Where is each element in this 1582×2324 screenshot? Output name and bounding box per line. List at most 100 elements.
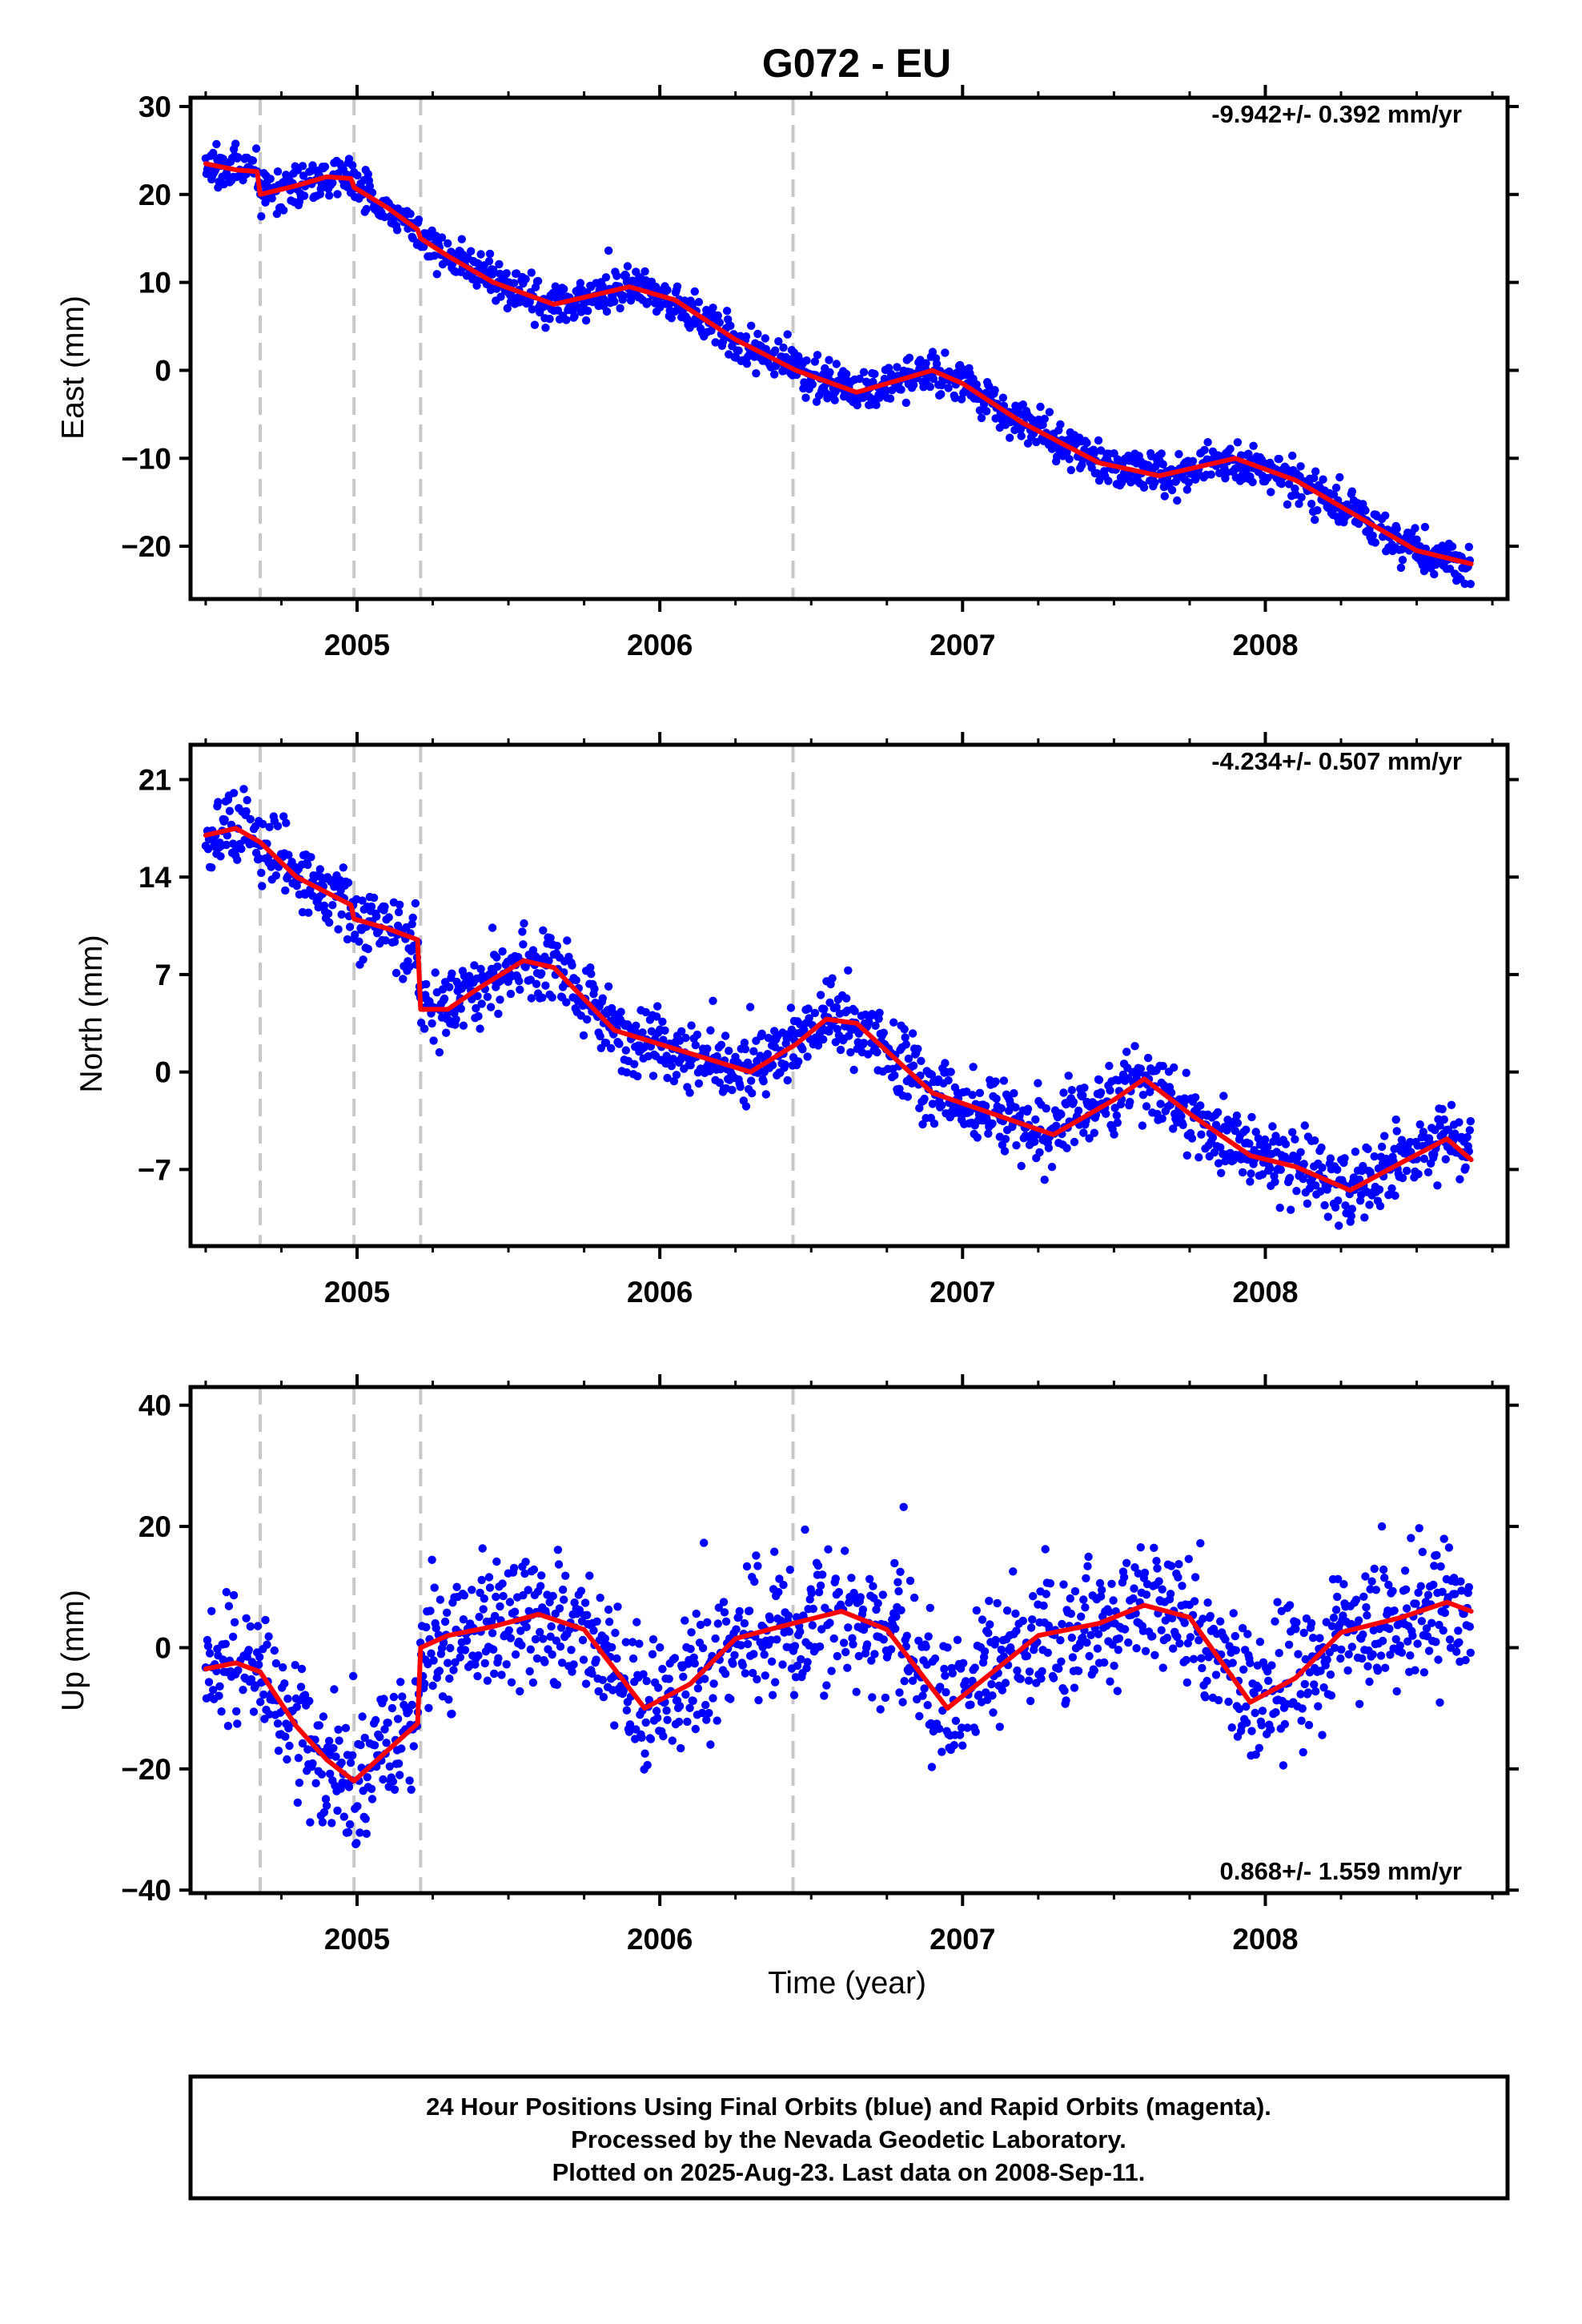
north-data-point [1035, 1148, 1044, 1157]
north-data-point [1441, 1155, 1451, 1164]
up-data-point [429, 1656, 438, 1665]
north-data-point [900, 1025, 909, 1034]
north-data-point [721, 1031, 730, 1040]
up-data-point [984, 1629, 993, 1638]
up-data-point [1140, 1568, 1150, 1578]
east-data-point [234, 153, 243, 162]
north-data-point [745, 1003, 755, 1011]
north-data-point [359, 955, 367, 964]
east-data-point [991, 414, 1000, 423]
north-data-point [579, 1031, 588, 1040]
up-data-point [865, 1574, 874, 1584]
up-data-point [1028, 1615, 1037, 1624]
up-data-point [774, 1587, 783, 1597]
north-data-point [537, 969, 546, 978]
up-data-point [686, 1644, 695, 1654]
up-data-point [1280, 1719, 1290, 1729]
east-data-point [779, 343, 788, 352]
east-data-point [521, 275, 530, 283]
north-data-point [783, 1076, 792, 1085]
up-data-point [890, 1558, 899, 1568]
up-data-point [735, 1606, 744, 1616]
east-data-point [1419, 566, 1429, 576]
east-data-point [783, 330, 792, 339]
east-data-point [975, 406, 985, 415]
up-data-point [1141, 1647, 1150, 1655]
up-panel: Up (mm) 0.868+/- 1.559 mm/yr −40 −20 0 20 40… [56, 1374, 1519, 1956]
east-data-point [437, 233, 447, 242]
east-data-point [1023, 439, 1033, 448]
north-data-point [1281, 1140, 1291, 1148]
east-data-point [444, 239, 452, 248]
up-data-point [1025, 1667, 1034, 1676]
east-data-point [872, 400, 881, 409]
up-data-point [1367, 1577, 1376, 1586]
north-data-point [1447, 1100, 1456, 1110]
north-data-point [1439, 1115, 1448, 1124]
north-data-point [1317, 1143, 1326, 1152]
east-data-point [982, 407, 991, 416]
up-data-point [259, 1690, 268, 1699]
north-data-point [1365, 1200, 1374, 1209]
up-data-point [249, 1707, 259, 1716]
up-data-point [296, 1683, 306, 1691]
east-xtick-label: 2007 [930, 629, 995, 661]
north-data-point [725, 1047, 733, 1055]
north-data-point [1010, 1089, 1018, 1098]
east-data-point [1226, 444, 1235, 453]
up-data-point [1279, 1761, 1288, 1770]
up-data-point [955, 1731, 965, 1739]
north-data-point [968, 1091, 977, 1100]
north-data-point [1292, 1187, 1301, 1196]
up-data-point [1024, 1676, 1034, 1685]
up-data-point [306, 1818, 315, 1827]
up-data-point [844, 1623, 853, 1632]
north-data-point [1136, 1064, 1146, 1073]
up-ytick-label: 20 [139, 1510, 171, 1543]
up-data-point [1456, 1577, 1465, 1586]
north-data-point [1196, 1101, 1205, 1110]
up-data-point [637, 1733, 646, 1742]
north-data-point [984, 1129, 993, 1138]
up-data-point [653, 1714, 662, 1723]
up-data-point [215, 1682, 224, 1691]
north-data-point [717, 1040, 726, 1050]
x-axis-label: Time (year) [768, 1966, 926, 2000]
east-data-point [528, 305, 536, 314]
up-data-point [1130, 1584, 1138, 1593]
north-data-point [1461, 1163, 1470, 1172]
up-data-point [896, 1567, 905, 1577]
up-data-point [1082, 1638, 1091, 1647]
up-data-point [348, 1751, 357, 1760]
east-data-point [1082, 438, 1091, 448]
up-data-point [1285, 1601, 1295, 1610]
up-data-point [1154, 1577, 1163, 1586]
up-data-point [604, 1605, 613, 1614]
up-xtick-label: 2006 [627, 1923, 693, 1956]
up-data-point [444, 1695, 453, 1704]
up-data-point [1310, 1680, 1319, 1689]
up-xtick-label: 2008 [1232, 1923, 1298, 1956]
north-data-point [384, 913, 393, 922]
north-data-point [518, 927, 527, 936]
east-data-point [484, 257, 494, 266]
up-data-point [1246, 1659, 1255, 1667]
east-data-point [430, 251, 439, 260]
up-data-point [1416, 1582, 1425, 1590]
north-data-point [1177, 1112, 1186, 1120]
up-data-point [1298, 1704, 1307, 1713]
up-data-point [256, 1698, 265, 1707]
north-data-point [749, 1047, 758, 1055]
north-data-point [946, 1068, 955, 1076]
east-data-point [1307, 500, 1316, 509]
north-data-point [786, 1003, 796, 1012]
up-data-point [1074, 1667, 1083, 1675]
north-data-point [1143, 1053, 1153, 1063]
north-data-point [1017, 1161, 1026, 1171]
north-data-point [345, 923, 355, 931]
north-data-point [909, 1061, 918, 1070]
east-ytick-label: 30 [139, 90, 171, 123]
up-data-point [646, 1735, 656, 1743]
north-data-point [803, 1052, 812, 1061]
